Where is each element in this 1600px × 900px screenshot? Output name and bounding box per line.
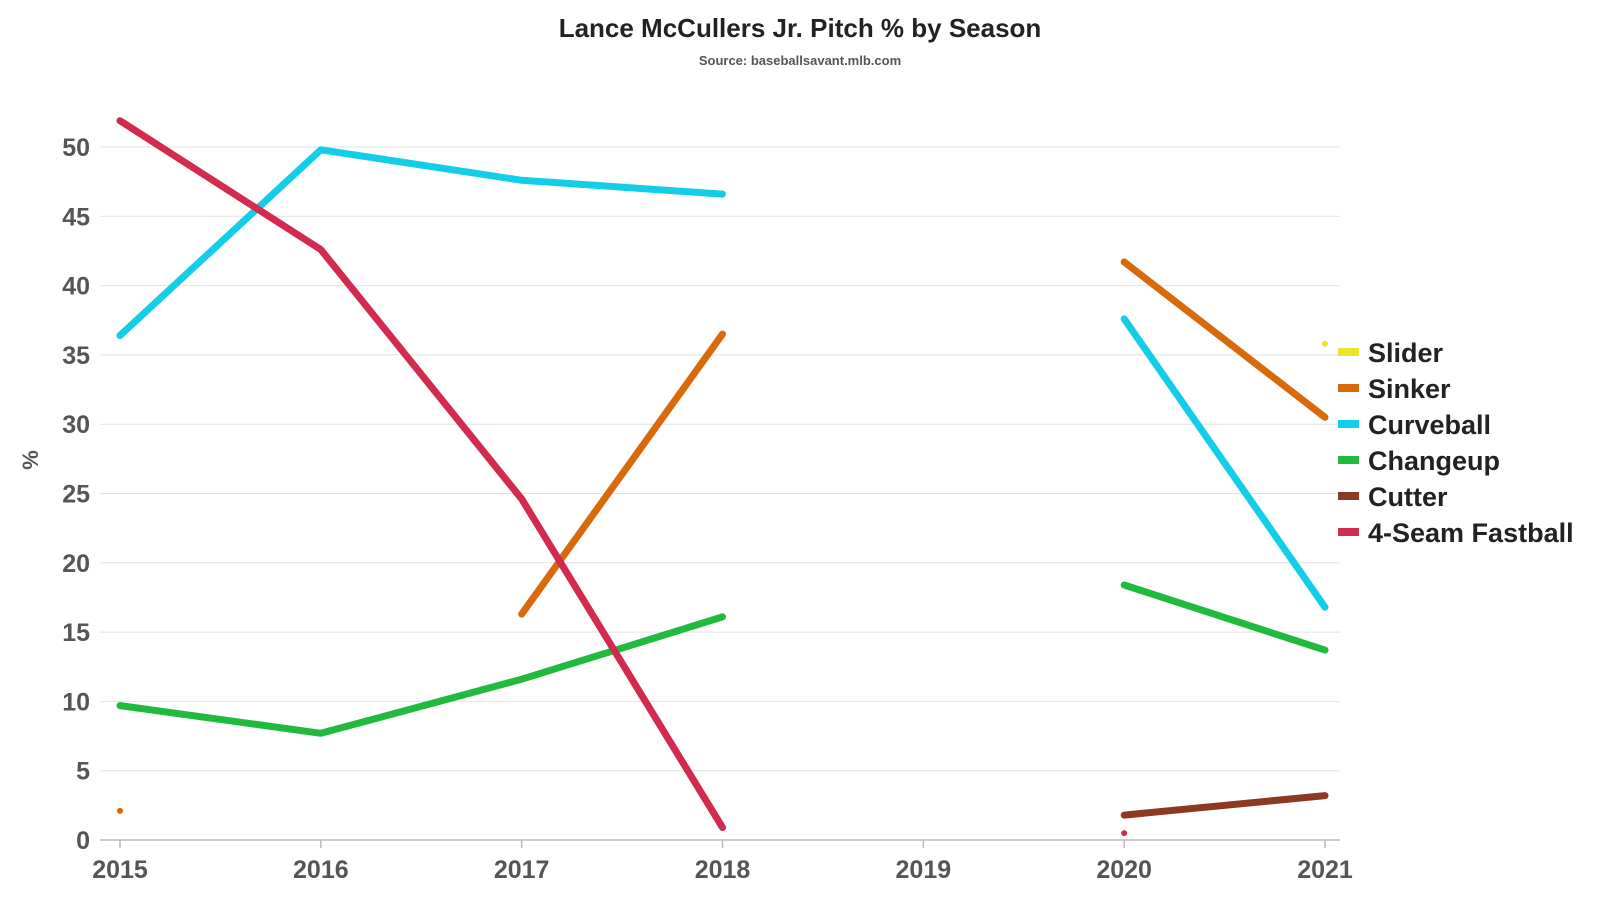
x-axis-ticks: 2015 2016 2017 2018 2019 2020 2021: [92, 840, 1353, 884]
legend-swatch: [1338, 384, 1359, 392]
legend-item: 4-Seam Fastball: [1338, 518, 1574, 548]
series-line: [116, 613, 726, 737]
data-point: [1121, 830, 1128, 837]
legend-label: Changeup: [1368, 446, 1500, 476]
legend-label: Slider: [1368, 338, 1444, 368]
data-point: [1322, 340, 1328, 347]
chart-title: Lance McCullers Jr. Pitch % by Season: [559, 13, 1042, 43]
x-tick-label: 2021: [1297, 856, 1353, 884]
y-tick-label: 5: [76, 758, 90, 786]
legend-item: Changeup: [1338, 446, 1500, 476]
chart-subtitle: Source: baseballsavant.mlb.com: [699, 53, 901, 68]
legend-item: Curveball: [1338, 410, 1491, 440]
y-tick-label: 20: [62, 550, 90, 578]
y-tick-label: 40: [62, 273, 90, 301]
legend-label: 4-Seam Fastball: [1368, 518, 1574, 548]
x-tick-label: 2017: [494, 856, 550, 884]
x-tick-label: 2016: [293, 856, 349, 884]
legend-label: Cutter: [1368, 482, 1448, 512]
y-tick-label: 10: [62, 688, 90, 716]
series-changeup: [116, 581, 1329, 737]
legend-swatch: [1338, 348, 1359, 356]
series-line: [1120, 258, 1329, 421]
legend-item: Cutter: [1338, 482, 1448, 512]
x-tick-label: 2020: [1096, 856, 1152, 884]
series-line: [116, 117, 726, 831]
x-tick-label: 2015: [92, 856, 148, 884]
series-cutter: [1120, 792, 1329, 819]
legend: Slider Sinker Curveball Changeup Cutter 4-Sea…: [1338, 338, 1574, 548]
y-tick-label: 45: [62, 203, 90, 231]
series-line: [1120, 315, 1329, 611]
y-tick-label: 35: [62, 342, 90, 370]
legend-label: Sinker: [1368, 374, 1451, 404]
legend-item: Sinker: [1338, 374, 1451, 404]
series-line: [518, 330, 726, 618]
y-tick-label: 0: [76, 827, 90, 855]
x-tick-label: 2019: [896, 856, 952, 884]
y-tick-label: 15: [62, 619, 90, 647]
series-line: [1120, 581, 1329, 654]
y-tick-label: 25: [62, 481, 90, 509]
gridlines: [100, 146, 1340, 841]
x-tick-label: 2018: [695, 856, 751, 884]
series-sinker: [117, 258, 1329, 814]
legend-item: Slider: [1338, 338, 1444, 368]
series-curveball: [116, 146, 1329, 611]
series-line: [116, 146, 726, 339]
data-point: [117, 807, 123, 814]
y-tick-label: 30: [62, 411, 90, 439]
y-axis-ticks: 0 5 10 15 20 25 30 35 40 45 50: [62, 134, 90, 855]
y-axis-label: %: [18, 450, 43, 470]
series-lines: [116, 117, 1329, 837]
y-tick-label: 50: [62, 134, 90, 162]
legend-swatch: [1338, 528, 1359, 536]
legend-label: Curveball: [1368, 410, 1491, 440]
series-line: [1120, 792, 1329, 819]
legend-swatch: [1338, 492, 1359, 500]
series-4-seam-fastball: [116, 117, 1128, 837]
legend-swatch: [1338, 420, 1359, 428]
legend-swatch: [1338, 456, 1359, 464]
series-slider: [1322, 340, 1328, 347]
